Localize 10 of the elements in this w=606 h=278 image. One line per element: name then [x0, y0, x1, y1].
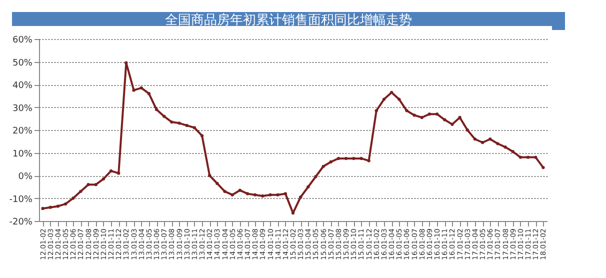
chart-title: 全国商品房年初累计销售面积同比增幅走势 [12, 12, 565, 30]
y-tick-label: 20% [12, 126, 33, 136]
y-tick-label: 0% [18, 172, 33, 182]
y-tick-label: 30% [12, 104, 33, 114]
y-tick-label: -20% [9, 218, 33, 228]
y-tick-label: 60% [12, 36, 33, 46]
y-tick-label: -10% [9, 194, 33, 205]
y-tick-label: 50% [12, 58, 33, 68]
y-tick-label: 40% [12, 81, 33, 91]
y-tick-label: 10% [12, 149, 33, 160]
